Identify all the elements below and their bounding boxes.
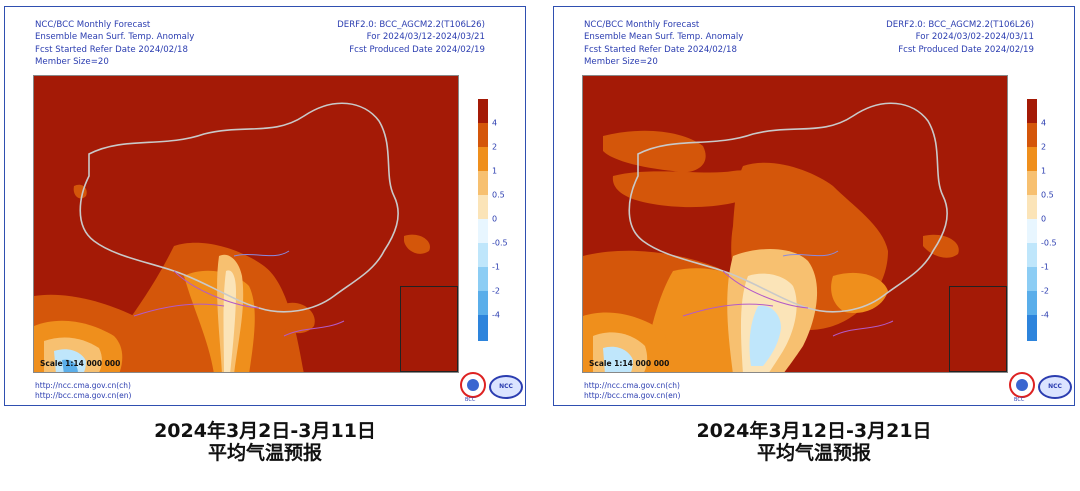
colorbar-tick: 2: [492, 142, 498, 152]
scale-label: Scale 1:14 000 000: [589, 359, 670, 368]
colorbar-tick: 1: [492, 166, 498, 176]
colorbar: 4 2 1 0.5 0 -0.5 -1 -2 -4: [478, 99, 508, 341]
colorbar-tick: 4: [492, 118, 498, 128]
colorbar-tick: -4: [492, 310, 500, 320]
south-china-sea-inset: [400, 286, 458, 372]
ncc-logo-icon: NCC: [1038, 375, 1072, 399]
south-china-sea-inset: [949, 286, 1007, 372]
colorbar-tick: 4: [1041, 118, 1047, 128]
colorbar-tick: 0.5: [492, 190, 505, 200]
colorbar-tick: -2: [1041, 286, 1049, 296]
colorbar-tick: -0.5: [1041, 238, 1057, 248]
caption-title: 平均气温预报: [756, 442, 871, 464]
header-left-text: NCC/BCC Monthly Forecast Ensemble Mean Su…: [35, 20, 195, 67]
colorbar-tick: -0.5: [492, 238, 508, 248]
forecast-panel-left: NCC/BCC Monthly Forecast Ensemble Mean Su…: [4, 6, 526, 406]
colorbar-tick: -1: [1041, 262, 1049, 272]
source-links: http://ncc.cma.gov.cn(ch) http://bcc.cma.…: [35, 381, 131, 401]
bcc-logo-icon: [460, 372, 486, 398]
anomaly-map: Scale 1:14 000 000: [582, 75, 1008, 373]
colorbar-tick: 2: [1041, 142, 1047, 152]
scale-label: Scale 1:14 000 000: [40, 359, 121, 368]
colorbar-tick: 0: [492, 214, 498, 224]
forecast-panel-right: NCC/BCC Monthly Forecast Ensemble Mean Su…: [553, 6, 1075, 406]
caption-date: 2024年3月12日-3月21日: [696, 420, 932, 442]
bcc-link[interactable]: http://bcc.cma.gov.cn(en): [35, 391, 132, 400]
bcc-link[interactable]: http://bcc.cma.gov.cn(en): [584, 391, 681, 400]
colorbar-tick: -4: [1041, 310, 1049, 320]
caption-title: 平均气温预报: [207, 442, 322, 464]
ncc-logo-icon: NCC: [489, 375, 523, 399]
ncc-link[interactable]: http://ncc.cma.gov.cn(ch): [584, 381, 680, 390]
colorbar-tick: -1: [492, 262, 500, 272]
bcc-logo-label: BCC: [1014, 397, 1025, 403]
colorbar-tick: 1: [1041, 166, 1047, 176]
caption-right: 2024年3月12日-3月21日 平均气温预报: [553, 420, 1075, 464]
bcc-logo-label: BCC: [465, 397, 476, 403]
ncc-link[interactable]: http://ncc.cma.gov.cn(ch): [35, 381, 131, 390]
caption-date: 2024年3月2日-3月11日: [154, 420, 376, 442]
anomaly-map: Scale 1:14 000 000: [33, 75, 459, 373]
header-left-text: NCC/BCC Monthly Forecast Ensemble Mean Su…: [584, 20, 744, 67]
bcc-logo-icon: [1009, 372, 1035, 398]
colorbar: 4 2 1 0.5 0 -0.5 -1 -2 -4: [1027, 99, 1057, 341]
header-right-text: DERF2.0: BCC_AGCM2.2(T106L26) For 2024/03…: [886, 20, 1034, 55]
colorbar-tick: 0.5: [1041, 190, 1054, 200]
caption-left: 2024年3月2日-3月11日 平均气温预报: [4, 420, 526, 464]
colorbar-tick: -2: [492, 286, 500, 296]
colorbar-tick: 0: [1041, 214, 1047, 224]
header-right-text: DERF2.0: BCC_AGCM2.2(T106L26) For 2024/03…: [337, 20, 485, 55]
source-links: http://ncc.cma.gov.cn(ch) http://bcc.cma.…: [584, 381, 680, 401]
